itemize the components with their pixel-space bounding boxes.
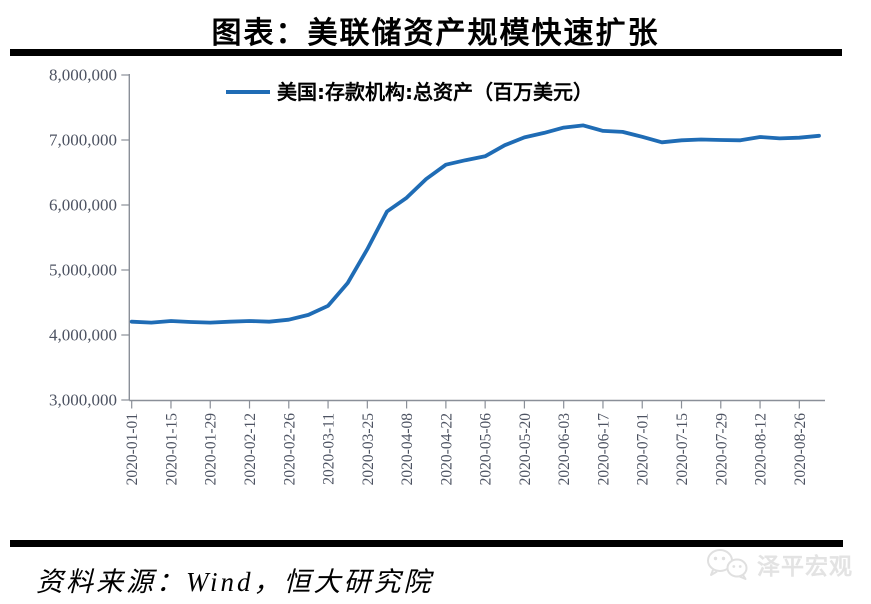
x-axis-label: 2020-05-06 — [478, 413, 495, 486]
plot-area — [129, 123, 821, 325]
wechat-icon — [707, 549, 748, 580]
x-axis-label: 2020-07-01 — [635, 413, 652, 485]
y-axis-label: 3,000,000 — [49, 391, 117, 410]
x-axis-label: 2020-02-26 — [281, 413, 298, 486]
x-axis-label: 2020-06-17 — [595, 413, 612, 486]
bottom-divider — [10, 540, 843, 547]
watermark: 泽平宏观 — [705, 547, 853, 581]
x-axis-label: 2020-06-03 — [556, 413, 573, 486]
x-axis-label: 2020-05-20 — [517, 413, 534, 486]
x-axis-label: 2020-01-15 — [163, 413, 180, 486]
axes: 3,000,000 4,000,000 5,000,000 6,000,000 7,00… — [49, 66, 825, 486]
y-axis-label: 4,000,000 — [49, 326, 117, 345]
x-axis-label: 2020-03-25 — [360, 413, 377, 486]
x-axis-label: 2020-01-01 — [124, 413, 141, 485]
y-axis-label: 8,000,000 — [49, 66, 117, 85]
watermark-label: 泽平宏观 — [757, 554, 853, 580]
y-axis-label: 7,000,000 — [49, 131, 117, 150]
x-axis-label: 2020-08-26 — [792, 413, 809, 486]
y-axis-label: 5,000,000 — [49, 261, 117, 280]
x-axis-label: 2020-04-22 — [438, 413, 455, 485]
x-axis-label: 2020-03-11 — [321, 413, 338, 485]
x-axis-label: 2020-07-29 — [713, 413, 730, 486]
legend: 美国:存款机构:总资产（百万美元） — [226, 80, 593, 104]
y-axis-label: 6,000,000 — [49, 196, 117, 215]
x-axis-label: 2020-01-29 — [203, 413, 220, 486]
x-axis-label: 2020-07-15 — [674, 413, 691, 486]
legend-label: 美国:存款机构:总资产（百万美元） — [277, 80, 593, 104]
series-line — [129, 123, 821, 325]
x-axis-label: 2020-08-12 — [753, 413, 770, 485]
source-note: 资料来源：Wind，恒大研究院 — [36, 567, 434, 597]
chart-title: 图表：美联储资产规模快速扩张 — [211, 16, 660, 51]
top-divider — [10, 49, 842, 56]
x-axis-label: 2020-02-12 — [242, 413, 259, 485]
x-axis-label: 2020-04-08 — [399, 413, 416, 486]
